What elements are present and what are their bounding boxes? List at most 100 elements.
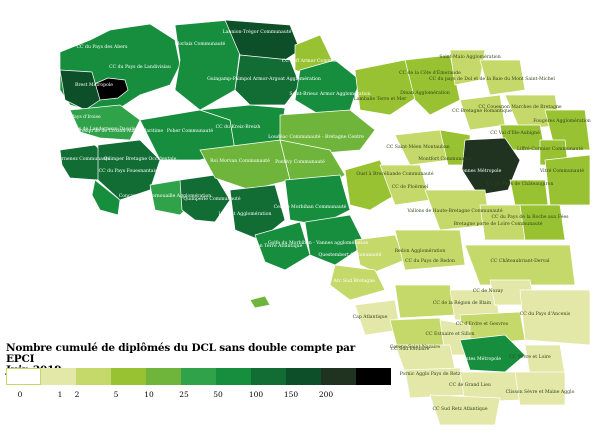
legend-swatch: [146, 368, 181, 385]
epci-label: CC Sud Estuaire: [391, 346, 430, 352]
legend-swatch: [321, 368, 356, 385]
epci-label: Poher Communauté: [167, 127, 213, 134]
epci-label: Rennes Métropole: [459, 167, 502, 174]
region-ancenis: [519, 289, 591, 346]
region-clisson: [514, 371, 566, 406]
epci-label: CC de Nozay: [473, 288, 504, 294]
epci-label: Centre Morbihan Communauté: [274, 203, 347, 210]
legend-tick: 100: [248, 390, 264, 399]
epci-label: CC Arc Sud Bretagne: [325, 278, 375, 284]
epci-label: Cap Atlantique: [353, 314, 388, 320]
epci-label: Carene Saint-Nazaire: [390, 344, 441, 350]
legend-tick: 1: [57, 390, 63, 399]
legend-tick: 50: [213, 390, 223, 399]
epci-label: Saint-Brieuc Armor Agglomération: [289, 90, 370, 97]
epci-label: Vitré Communauté: [539, 167, 584, 174]
epci-label: CC Couesnon Marches de Bretagne: [478, 104, 562, 110]
epci-label: Guingamp-Paimpol Armor-Argoat Agglomérat…: [207, 75, 321, 82]
legend-tick: 0: [17, 390, 23, 399]
epci-label: CC du Pays de la Roche aux Fées: [491, 213, 569, 220]
epci-label: Fougères Agglomération: [533, 117, 591, 124]
epci-label: Liffré-Cormier Communauté: [517, 145, 583, 152]
legend-swatch: [181, 368, 216, 385]
epci-label: Quimper Bretagne Occidentale: [104, 156, 177, 162]
epci-label: Vallons de Haute-Bretagne Communauté: [406, 207, 502, 214]
region-iroise: [59, 69, 101, 111]
legend-color-scale: [6, 368, 391, 385]
epci-label: CC d'Erdre et Gesvres: [456, 321, 509, 327]
region-crozon: [69, 104, 141, 141]
region-roi-morvan: [199, 139, 291, 191]
epci-label: Saint-Malo Agglomération: [439, 53, 500, 60]
region-roche-aux-fees: [519, 204, 566, 241]
region-rennes: [461, 137, 521, 196]
region-redon: [394, 229, 466, 271]
epci-label: Presqu'île de Crozon-Aulne Maritime: [77, 127, 164, 134]
legend-swatch: [76, 368, 111, 385]
epci-label: CC du Pays de Redon: [405, 258, 455, 264]
epci-label: CC Bretagne Romantique: [452, 108, 512, 114]
epci-label: Morlaix Communauté: [175, 40, 226, 47]
epci-label: Bretagne porte de Loire Communauté: [454, 220, 543, 227]
region-dol: [479, 59, 526, 96]
region-arc-sud: [329, 264, 386, 301]
epci-label: CC du Pays Fouesnantais: [99, 168, 158, 174]
epci-label: CC Saint-Méen Montauban: [386, 143, 449, 150]
epci-label: Brest Métropole: [75, 81, 113, 88]
legend-swatch: [251, 368, 286, 385]
epci-label: Montfort Communauté: [418, 155, 472, 162]
legend-tick: 2: [74, 390, 80, 399]
epci-label: Questembert Communauté: [318, 251, 381, 258]
legend-title-line1: Nombre cumulé de diplômés du DCL sans do…: [6, 342, 356, 365]
epci-label: Oust à Brocéliande Communauté: [356, 170, 433, 177]
epci-label: CC Sud Retz Atlantique: [432, 406, 487, 412]
epci-labels: Lannion-Trégor Communauté Morlaix Communa…: [50, 28, 591, 412]
region-dinan: [404, 54, 461, 116]
epci-label: CC de Grand Lieu: [449, 382, 491, 388]
legend-swatch: [6, 368, 41, 385]
epci-label: CC du Pays de Châteaugiron: [487, 180, 554, 187]
legend-swatch: [216, 368, 251, 385]
legend-swatch: [356, 368, 391, 385]
region-vannes: [304, 214, 366, 266]
epci-label: Quimperlé Communauté: [183, 195, 241, 202]
epci-label: Roi Morvan Communauté: [210, 157, 270, 164]
epci-label: Golfe du Morbihan - Vannes agglomération: [268, 239, 368, 246]
epci-label: CC du Pays de Landivisiau: [109, 64, 171, 70]
epci-label: Pontivy Communauté: [275, 158, 325, 165]
region-sud-retz: [429, 394, 501, 426]
epci-label: CC Estuaire et Sillon: [426, 331, 475, 337]
region-lamballe: [354, 59, 421, 116]
epci-label: CC Châteaubriant-Derval: [490, 257, 550, 264]
epci-label: Pornic Agglo Pays de Retz: [400, 371, 461, 377]
epci-label: CC de la Région de Blain: [433, 299, 491, 306]
epci-label: CC Pays de Landerneau-Daoulas: [62, 126, 139, 132]
epci-label: CC Val d'Ille-Aubigné: [490, 129, 540, 136]
legend-swatch: [286, 368, 321, 385]
epci-label: CC de la Côte d'Émeraude: [399, 68, 461, 76]
legend-swatch: [41, 368, 76, 385]
legend-tick: 5: [113, 390, 119, 399]
epci-label: CC du Pays d'Ancenis: [520, 311, 571, 317]
epci-label: CC du Pays d'Iroise: [55, 114, 101, 120]
legend-tick-labels: 0 1 2 5 10 25 50 100 150 200: [0, 390, 400, 402]
epci-label: Loudéac Communauté - Bretagne Centre: [268, 133, 364, 140]
region-auray: [254, 221, 311, 271]
region-chateaubriant: [464, 244, 576, 286]
epci-label: Auray Quiberon Terre Atlantique: [225, 243, 303, 249]
legend-swatch: [111, 368, 146, 385]
region-sevre-loire: [524, 344, 566, 376]
epci-label: Clisson Sèvre et Maine Agglo: [506, 388, 575, 395]
region-quimper: [97, 139, 161, 201]
legend-tick: 10: [144, 390, 154, 399]
legend-tick: 200: [318, 390, 334, 399]
region-questembert: [354, 234, 406, 273]
region-vitre: [544, 154, 591, 206]
epci-label: Dinan Agglomération: [400, 89, 450, 96]
region-lannion: [224, 19, 301, 61]
epci-label: Redon Agglomération: [395, 247, 446, 254]
epci-label: Lorient Agglomération: [219, 210, 272, 217]
region-pays-bigouden: [91, 179, 121, 216]
epci-label: CC du pays de Dol et de la Baie du Mont …: [429, 76, 555, 82]
